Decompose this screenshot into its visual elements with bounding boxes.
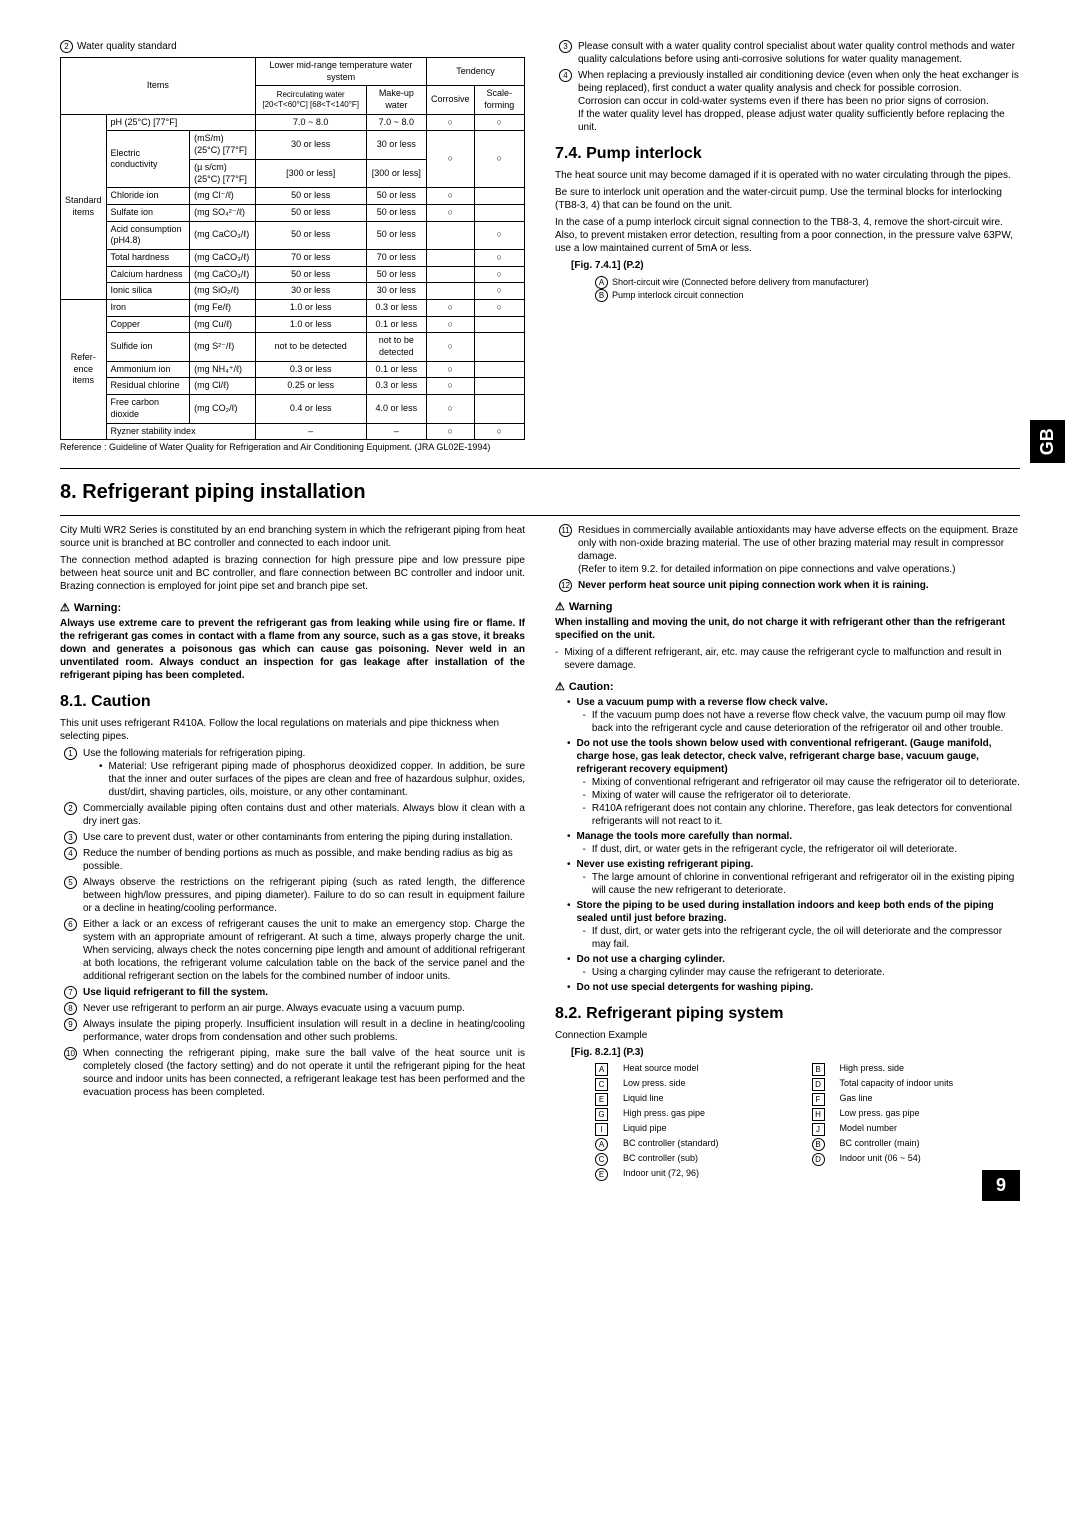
group-standard: Standard items bbox=[61, 114, 107, 299]
group-reference: Refer-ence items bbox=[61, 300, 107, 440]
section-8-1-title: 8.1. Caution bbox=[60, 692, 525, 713]
water-quality-table: Items Lower mid-range temperature water … bbox=[60, 57, 525, 440]
divider bbox=[60, 515, 1020, 516]
fig-7-4-1: [Fig. 7.4.1] (P.2) bbox=[571, 259, 1020, 272]
fig-legend: AHeat source model BHigh press. side CLo… bbox=[595, 1063, 1020, 1181]
section-8-2-title: 8.2. Refrigerant piping system bbox=[555, 1004, 1020, 1025]
section-7-4-title: 7.4. Pump interlock bbox=[555, 144, 1020, 165]
caution-heading: ⚠Caution: bbox=[555, 680, 1020, 694]
warning-heading-2: ⚠Warning bbox=[555, 600, 1020, 614]
header-note: 2Water quality standard bbox=[60, 40, 525, 53]
warning-icon: ⚠ bbox=[60, 601, 70, 615]
warning-icon: ⚠ bbox=[555, 600, 565, 614]
caution-icon: ⚠ bbox=[555, 680, 565, 694]
page-number: 9 bbox=[982, 1170, 1020, 1201]
section-8-title: 8. Refrigerant piping installation bbox=[60, 479, 1020, 505]
divider bbox=[60, 468, 1020, 469]
fig-8-2-1: [Fig. 8.2.1] (P.3) bbox=[571, 1046, 1020, 1059]
table-reference: Reference : Guideline of Water Quality f… bbox=[60, 442, 525, 454]
warning-heading: ⚠Warning: bbox=[60, 601, 525, 615]
side-tab: GB bbox=[1030, 420, 1065, 463]
